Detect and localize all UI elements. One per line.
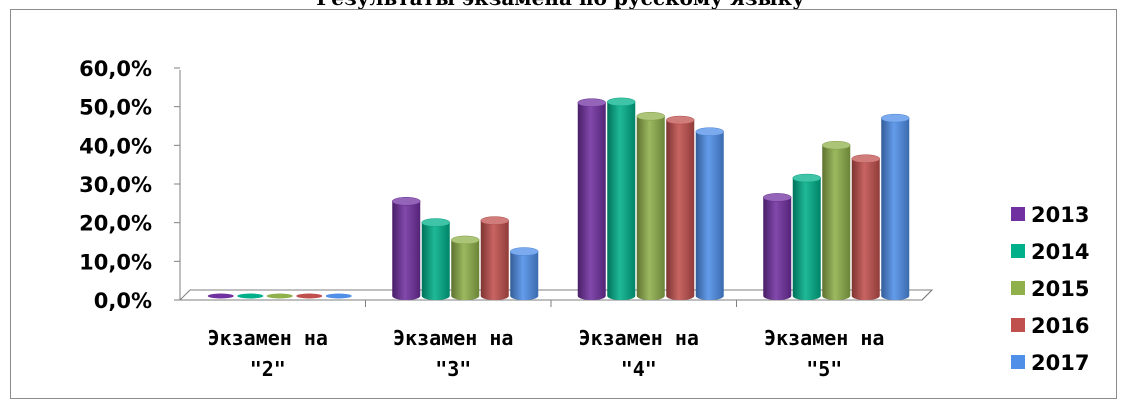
legend-item-2014: 2014 [1011, 240, 1089, 264]
bar-top [763, 193, 792, 202]
bar-2015-cat-2 [451, 235, 480, 300]
bar-top [881, 113, 910, 123]
bar-zero-disk [237, 293, 264, 299]
bar-body [510, 251, 539, 300]
legend-item-2015: 2015 [1011, 277, 1089, 301]
bar-body [607, 101, 636, 300]
bar-top [480, 216, 509, 225]
bar-body [480, 220, 509, 300]
bar-top [607, 97, 636, 107]
bar-2017-cat-4 [881, 113, 910, 300]
bar-top [822, 140, 851, 150]
bar-body [577, 102, 606, 301]
x-axis-categories: Экзамен на "2" Экзамен на "3" Экзамен на "4" Э… [208, 326, 885, 381]
bar-2013-cat-4 [763, 193, 792, 300]
bar-2016-cat-2 [480, 216, 509, 300]
legend-label: 2017 [1031, 351, 1089, 375]
bar-body [421, 222, 450, 300]
bar-zero-disk [296, 293, 323, 299]
bar-zero-disk [325, 293, 352, 299]
bar-top [792, 173, 821, 183]
bar-2013-cat-1 [207, 293, 234, 299]
x-category-label: Экзамен на [393, 326, 513, 350]
floor-edge [921, 289, 933, 301]
bar-2014-cat-4 [792, 173, 821, 300]
y-tick-label: 0,0% [94, 289, 152, 313]
bar-top [421, 218, 450, 227]
bar-body [392, 201, 421, 300]
bar-2017-cat-2 [510, 247, 539, 300]
y-tick-label: 60,0% [79, 57, 152, 81]
y-tick-label: 20,0% [79, 212, 152, 236]
bar-2013-cat-2 [392, 197, 421, 300]
bar-2015-cat-4 [822, 140, 851, 300]
bar-top [451, 235, 480, 245]
bar-2017-cat-1 [325, 293, 352, 299]
chart-frame [10, 9, 1117, 399]
bar-2014-cat-3 [607, 97, 636, 300]
bar-top [636, 111, 665, 121]
legend-item-2013: 2013 [1011, 203, 1089, 227]
y-tick-label: 50,0% [79, 96, 152, 120]
x-category-label: Экзамен на [208, 326, 328, 350]
bar-body [792, 178, 821, 300]
bar-2014-cat-2 [421, 218, 450, 300]
legend-label: 2016 [1031, 314, 1089, 338]
x-category-label: Экзамен на [579, 326, 699, 350]
bar-2016-cat-4 [851, 154, 880, 300]
bar-top [666, 115, 695, 125]
bar-body [636, 116, 665, 300]
bar-2014-cat-1 [237, 293, 264, 299]
chart-bars [207, 97, 910, 301]
legend-swatch [1011, 318, 1025, 332]
legend-swatch [1011, 207, 1025, 221]
bar-2015-cat-1 [266, 293, 293, 299]
bar-2016-cat-1 [296, 293, 323, 299]
x-category-label: "4" [621, 357, 657, 381]
bar-top [510, 247, 539, 256]
bar-body [763, 197, 792, 300]
bar-body [666, 120, 695, 300]
y-tick-label: 30,0% [79, 173, 152, 197]
legend-label: 2015 [1031, 277, 1089, 301]
legend-swatch [1011, 244, 1025, 258]
legend-label: 2013 [1031, 203, 1089, 227]
y-tick-label: 40,0% [79, 134, 152, 158]
bar-zero-disk [207, 293, 234, 299]
legend-label: 2014 [1031, 240, 1089, 264]
bar-top [392, 197, 421, 206]
chart-legend: 2013 2014 2015 2016 2017 [1011, 203, 1089, 375]
x-category-label: "2" [250, 357, 286, 381]
bar-top [577, 98, 606, 107]
bar-body [695, 131, 724, 300]
bar-zero-disk [266, 293, 293, 299]
x-category-label: "5" [806, 357, 842, 381]
bar-body [881, 118, 910, 300]
chart-axes [178, 70, 934, 307]
legend-swatch [1011, 355, 1025, 369]
bar-top [695, 127, 724, 136]
legend-item-2017: 2017 [1011, 351, 1089, 375]
y-axis-ticks: 0,0% 10,0% 20,0% 30,0% 40,0% 50,0% 60,0% [79, 57, 180, 313]
chart-title: Результаты экзамена по русскому языку [0, 0, 1121, 10]
bar-2017-cat-3 [695, 127, 724, 300]
legend-swatch [1011, 281, 1025, 295]
x-category-label: Экзамен на [764, 326, 884, 350]
bar-body [851, 158, 880, 300]
bar-body [451, 239, 480, 300]
bar-body [822, 145, 851, 300]
bar-2015-cat-3 [636, 111, 665, 300]
legend-item-2016: 2016 [1011, 314, 1089, 338]
x-category-label: "3" [435, 357, 471, 381]
bar-2016-cat-3 [666, 115, 695, 300]
bar-top [851, 154, 880, 163]
y-tick-label: 10,0% [79, 250, 152, 274]
bar-2013-cat-3 [577, 98, 606, 301]
